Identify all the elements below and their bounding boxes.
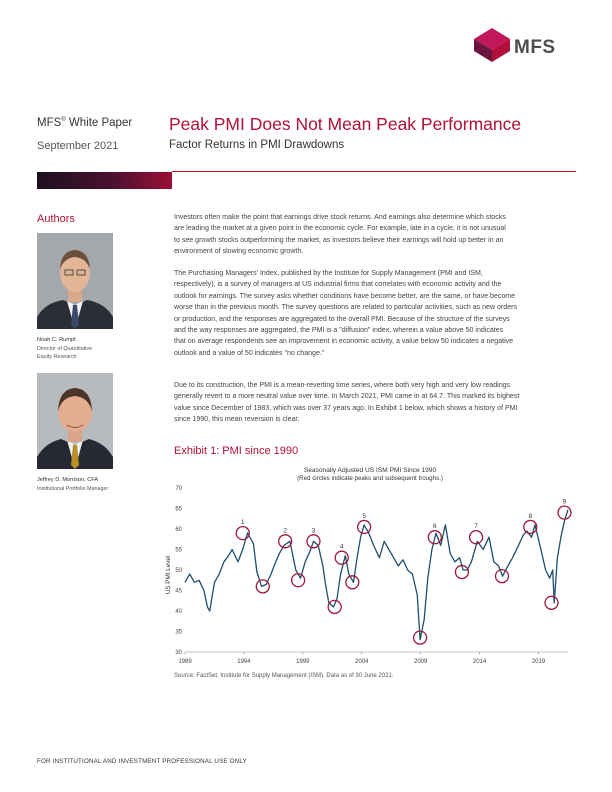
trough-marker-circle	[327, 599, 342, 615]
page-subtitle: Factor Returns in PMI Drawdowns	[169, 139, 345, 151]
author-name-2: Jeffrey D. Morrison, CFA	[37, 477, 99, 483]
author-role-1a: Director of Quantitative	[37, 346, 93, 352]
peak-marker-circle	[557, 505, 572, 520]
trough-marker-circle	[412, 630, 428, 645]
pmi-series-line	[184, 509, 569, 641]
trough-marker-circle	[544, 595, 559, 610]
publication-date: September 2021	[37, 140, 119, 152]
author-role-1b: Equity Research	[37, 354, 77, 360]
author-photo-rumpf	[37, 233, 113, 329]
y-tick-label: 60	[175, 527, 182, 533]
peak-number-label: 2	[283, 527, 287, 534]
chart-subtitle: (Red circles indicate peaks and subseque…	[297, 475, 443, 482]
peak-number-label: 4	[340, 544, 344, 551]
peak-marker-circle	[235, 525, 250, 541]
peak-marker-circle	[278, 534, 293, 549]
exhibit-source: Source: FactSet, Institute for Supply Ma…	[174, 673, 394, 679]
peak-number-label: 8	[528, 513, 532, 520]
x-tick-label: 2004	[355, 659, 369, 665]
y-axis-label: US PMI Level	[165, 556, 172, 595]
peak-marker-circle	[468, 530, 484, 545]
trough-marker-circle	[494, 569, 510, 584]
x-tick-label: 2014	[473, 659, 487, 665]
series-label: MFS® White Paper	[37, 117, 133, 129]
peak-marker-circle	[356, 519, 372, 535]
y-tick-label: 35	[175, 630, 182, 636]
peak-number-label: 1	[241, 519, 245, 526]
peak-number-label: 3	[312, 527, 316, 534]
page-title: Peak PMI Does Not Mean Peak Performance	[169, 114, 522, 134]
peak-marker-circle	[523, 519, 538, 535]
y-tick-label: 45	[175, 589, 182, 595]
x-tick-label: 2019	[532, 659, 546, 665]
x-tick-label: 1989	[178, 659, 192, 665]
body-paragraph-2: The Purchasing Managers' Index, publishe…	[174, 270, 517, 357]
header-color-band	[37, 172, 172, 189]
y-tick-label: 50	[175, 568, 182, 574]
author-photo-morrison	[37, 373, 113, 469]
trough-marker-circle	[255, 579, 270, 594]
body-paragraph-1: Investors often make the point that earn…	[174, 214, 506, 256]
trough-marker-circle	[454, 564, 470, 580]
chart-title: Seasonally Adjusted US ISM PMI Since 199…	[304, 467, 437, 474]
x-tick-label: 2009	[414, 659, 428, 665]
peak-marker-circle	[306, 534, 321, 549]
mfs-logo-icon	[474, 28, 510, 62]
y-tick-label: 30	[175, 650, 182, 656]
peak-marker-circle	[334, 550, 349, 565]
y-tick-label: 55	[175, 548, 182, 554]
peak-number-label: 6	[433, 523, 437, 530]
author-name-1: Noah C. Rumpf	[37, 337, 76, 343]
x-tick-label: 1999	[296, 659, 310, 665]
author-role-2a: Institutional Portfolio Manager	[37, 486, 109, 492]
peak-number-label: 7	[474, 523, 478, 530]
y-tick-label: 40	[175, 609, 182, 615]
pmi-line-chart: Seasonally Adjusted US ISM PMI Since 199…	[165, 467, 572, 665]
brand-name: MFS	[514, 37, 556, 58]
authors-heading: Authors	[37, 213, 75, 225]
trough-marker-circle	[345, 575, 360, 590]
trough-marker-circle	[290, 573, 306, 588]
body-paragraph-3: Due to its construction, the PMI is a me…	[174, 382, 520, 424]
y-tick-label: 65	[175, 507, 182, 513]
y-tick-label: 70	[175, 486, 182, 492]
exhibit-label: Exhibit 1: PMI since 1990	[174, 445, 299, 457]
peak-number-label: 9	[563, 499, 567, 506]
header-rule	[172, 171, 576, 173]
peak-number-label: 5	[362, 513, 366, 520]
x-tick-label: 1994	[237, 659, 251, 665]
peak-marker-circle	[427, 530, 442, 545]
page-footer: FOR INSTITUTIONAL AND INVESTMENT PROFESS…	[37, 758, 247, 765]
